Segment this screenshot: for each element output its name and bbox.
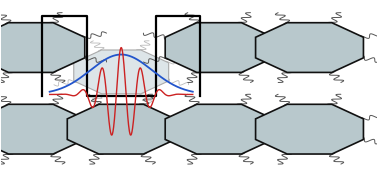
Polygon shape <box>165 104 273 154</box>
Polygon shape <box>256 23 363 72</box>
Polygon shape <box>67 104 175 154</box>
Polygon shape <box>0 104 85 154</box>
Polygon shape <box>0 23 85 72</box>
Polygon shape <box>74 50 169 94</box>
Polygon shape <box>165 23 273 72</box>
Polygon shape <box>256 104 363 154</box>
